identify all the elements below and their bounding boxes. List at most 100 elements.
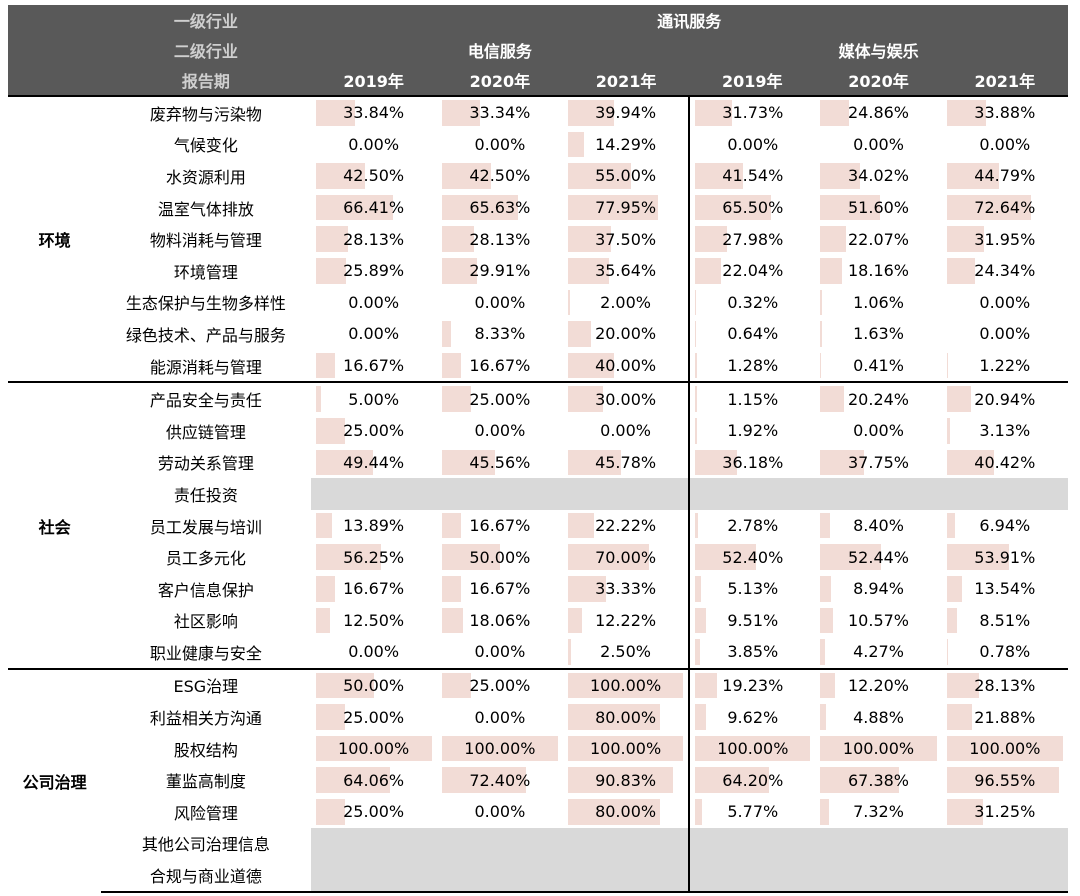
value-cell: 51.60%	[815, 192, 941, 224]
value-cell: 80.00%	[563, 701, 689, 733]
value-text: 22.22%	[595, 516, 657, 536]
value-text: 37.50%	[595, 229, 657, 249]
value-text: 13.54%	[974, 579, 1036, 599]
value-text: 70.00%	[595, 547, 657, 567]
data-bar	[567, 100, 614, 126]
value-cell: 22.07%	[815, 223, 941, 255]
data-bar	[441, 735, 558, 762]
data-bar	[315, 607, 331, 634]
value-text: 100.00%	[969, 739, 1041, 759]
value-text: 31.25%	[974, 802, 1036, 822]
data-bar	[820, 512, 831, 539]
value-text: 2.00%	[600, 292, 651, 312]
value-cell: 25.00%	[436, 381, 563, 415]
value-cell: 18.06%	[437, 605, 563, 637]
value-text: 36.18%	[722, 452, 784, 472]
header-row-level2: 二级行业 电信服务 媒体与娱乐	[8, 35, 1068, 65]
value-text: 49.44%	[343, 452, 405, 472]
data-bar	[946, 417, 951, 444]
value-text: 12.50%	[343, 610, 405, 630]
value-text: 1.06%	[853, 292, 904, 312]
data-bar	[567, 352, 615, 379]
value-text: 20.94%	[974, 389, 1036, 409]
data-bar	[695, 639, 700, 665]
value-text: 31.95%	[974, 229, 1036, 249]
value-text: 0.00%	[348, 292, 400, 312]
data-bar	[695, 512, 699, 539]
value-cell: 2.78%	[688, 509, 816, 542]
value-cell: 33.34%	[436, 95, 563, 129]
value-text: 0.00%	[853, 421, 904, 441]
value-cell: 33.88%	[941, 95, 1068, 129]
data-bar	[820, 100, 850, 126]
data-bar	[567, 321, 591, 347]
data-bar	[946, 194, 1032, 221]
no-data-cell	[310, 859, 690, 893]
data-bar	[567, 163, 632, 189]
table-row: 责任投资	[8, 478, 1068, 510]
value-cell: 5.13%	[688, 572, 816, 605]
value-text: 64.06%	[343, 770, 405, 790]
value-cell: 5.77%	[688, 796, 816, 828]
value-cell: 65.63%	[437, 192, 563, 224]
value-cell: 13.54%	[942, 573, 1068, 605]
value-cell: 16.67%	[437, 350, 563, 383]
value-cell: 28.13%	[311, 223, 437, 255]
data-bar	[441, 194, 519, 221]
value-text: 18.16%	[848, 261, 910, 281]
data-bar	[567, 575, 607, 602]
value-cell: 8.94%	[815, 573, 941, 605]
value-text: 22.04%	[722, 261, 784, 281]
data-bar	[441, 512, 462, 539]
level2-industry-telecom: 电信服务	[310, 35, 690, 65]
table-header: 一级行业 通讯服务 二级行业 电信服务 媒体与娱乐 报告期 2019年 2020…	[8, 5, 1068, 96]
data-bar	[567, 544, 649, 570]
data-bar	[695, 417, 698, 444]
data-bar	[695, 704, 707, 730]
value-cell: 0.00%	[437, 796, 563, 828]
value-text: 4.27%	[853, 642, 904, 662]
value-cell: 31.25%	[942, 796, 1068, 828]
value-cell: 49.44%	[311, 447, 437, 479]
value-text: 0.00%	[348, 324, 400, 344]
value-cell: 90.83%	[563, 764, 689, 796]
value-text: 10.57%	[848, 610, 910, 630]
value-cell: 42.50%	[437, 160, 563, 192]
value-text: 8.51%	[979, 610, 1031, 630]
data-bar	[695, 575, 702, 602]
data-bar	[315, 226, 349, 252]
value-cell: 25.00%	[311, 415, 437, 447]
data-bar	[315, 417, 345, 444]
data-bar	[315, 672, 374, 699]
value-cell: 0.32%	[688, 286, 816, 319]
value-text: 52.40%	[722, 547, 784, 567]
year-header: 2019年	[689, 65, 816, 96]
value-text: 0.00%	[853, 134, 904, 154]
data-bar	[946, 799, 983, 825]
table-row: 物料消耗与管理 28.13% 28.13% 37.50% 27.98% 22.07% 31.…	[8, 223, 1068, 255]
indicator-label: 劳动关系管理	[157, 454, 254, 474]
data-bar	[315, 194, 393, 221]
value-cell: 20.24%	[815, 381, 942, 415]
period-label: 报告期	[101, 65, 311, 96]
value-cell: 28.13%	[941, 667, 1068, 702]
indicator-label: 水资源利用	[165, 167, 246, 187]
table-row: 职业健康与安全 0.00% 0.00% 2.50% 3.85% 4.27% 0.78%	[8, 636, 1068, 669]
table-row: 能源消耗与管理 16.67% 16.67% 40.00% 1.28% 0.41% 1.22%	[8, 349, 1068, 383]
value-cell: 100.00%	[942, 733, 1068, 765]
value-text: 21.88%	[974, 707, 1036, 727]
data-bar	[695, 321, 696, 347]
value-text: 0.64%	[727, 324, 779, 344]
value-text: 8.40%	[853, 516, 904, 536]
value-cell: 40.00%	[563, 350, 689, 383]
table-row: 员工发展与培训 13.89% 16.67% 22.22% 2.78% 8.40% 6.94%	[8, 509, 1068, 542]
value-cell: 19.23%	[688, 667, 816, 702]
value-text: 67.38%	[848, 770, 910, 790]
category-label: 社会	[8, 381, 102, 669]
value-text: 2.50%	[600, 642, 651, 662]
value-text: 27.98%	[722, 229, 784, 249]
indicator-label: 物料消耗与管理	[149, 231, 262, 251]
data-bar	[315, 575, 335, 602]
value-text: 24.86%	[848, 103, 910, 123]
value-text: 20.00%	[595, 324, 657, 344]
